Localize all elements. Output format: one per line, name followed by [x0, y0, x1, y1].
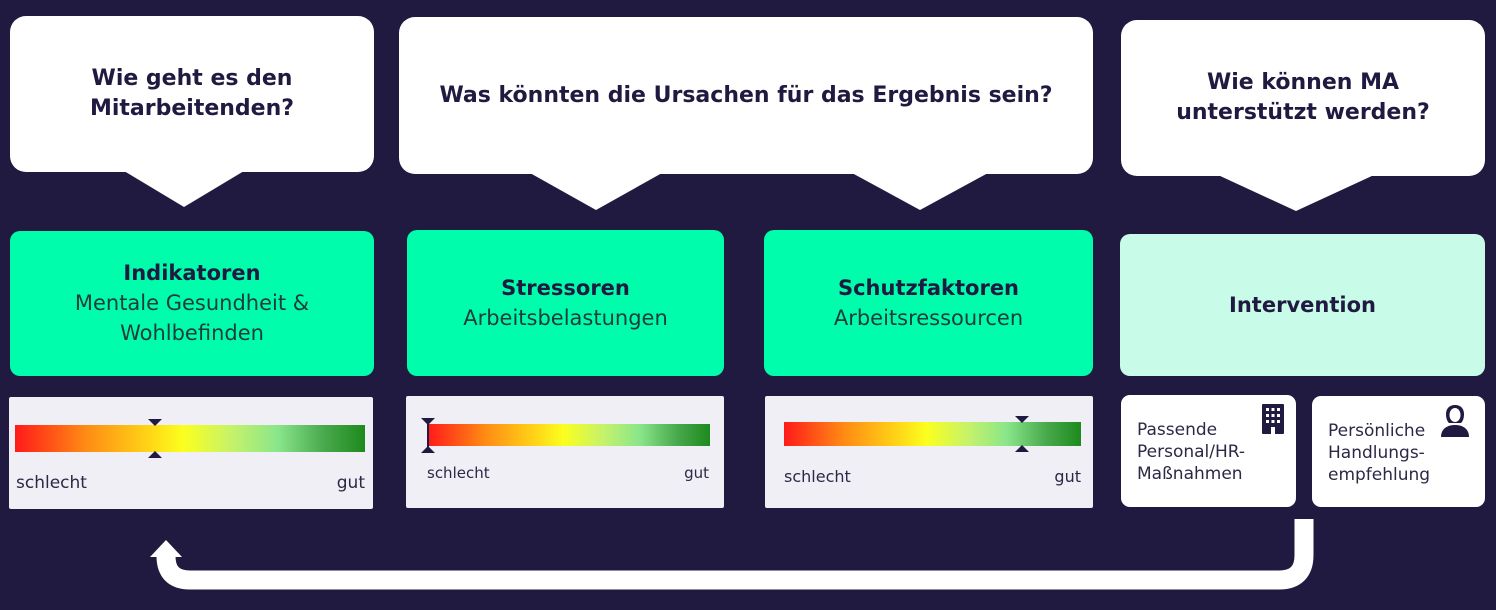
card-intervention: Intervention	[1120, 234, 1485, 376]
question-text: Wie geht es den Mitarbeitenden?	[89, 66, 295, 121]
card-title: Schutzfaktoren	[837, 275, 1020, 300]
scale-protective-factors: schlecht gut	[765, 396, 1093, 508]
scale-marker-icon	[421, 418, 435, 453]
question-bubble-causes: Was könnten die Ursachen für das Ergebni…	[399, 17, 1093, 174]
gradient-bar	[784, 422, 1081, 446]
question-text: Was könnten die Ursachen für das Ergebni…	[439, 82, 1053, 108]
intervention-personal-recommendation: Persönliche Handlungs- empfehlung	[1312, 396, 1485, 507]
scale-marker-icon	[1015, 416, 1029, 452]
scale-high-label: gut	[1054, 467, 1081, 486]
card-title: Indikatoren	[123, 261, 261, 285]
scale-low-label: schlecht	[784, 467, 851, 486]
card-title: Intervention	[1229, 292, 1376, 317]
bubble-tail	[530, 173, 662, 210]
intervention-text: Persönliche Handlungs- empfehlung	[1328, 421, 1431, 485]
card-subtitle: Arbeitsbelastungen	[463, 305, 668, 330]
gradient-bar	[428, 424, 710, 446]
scale-high-label: gut	[684, 464, 709, 482]
question-text: Wie können MA unterstützt werden?	[1176, 70, 1430, 125]
intervention-text: Passende Personal/HR- Maßnahmen	[1137, 420, 1246, 484]
card-protective-factors: Schutzfaktoren Arbeitsressourcen	[764, 230, 1093, 376]
scale-marker-icon	[148, 419, 162, 458]
bubble-tail	[1218, 175, 1374, 211]
scale-high-label: gut	[336, 473, 365, 493]
card-subtitle: Arbeitsressourcen	[833, 305, 1024, 330]
card-stressors: Stressoren Arbeitsbelastungen	[407, 230, 724, 376]
card-subtitle: Mentale Gesundheit & Wohlbefinden	[74, 291, 310, 345]
question-bubble-wellbeing: Wie geht es den Mitarbeitenden?	[10, 16, 374, 172]
scale-indicators: schlecht gut	[9, 397, 373, 509]
bubble-tail	[124, 171, 244, 207]
building-icon	[1262, 404, 1284, 434]
scale-low-label: schlecht	[16, 473, 87, 493]
question-bubble-support: Wie können MA unterstützt werden?	[1121, 20, 1485, 176]
scale-low-label: schlecht	[427, 464, 490, 482]
bubble-tail	[852, 173, 988, 210]
gradient-bar	[15, 425, 365, 452]
card-indicators: Indikatoren Mentale Gesundheit & Wohlbef…	[10, 231, 374, 376]
card-title: Stressoren	[501, 275, 630, 300]
intervention-hr-measures: Passende Personal/HR- Maßnahmen	[1121, 395, 1296, 507]
person-icon	[1441, 405, 1469, 437]
scale-stressors: schlecht gut	[406, 396, 724, 508]
